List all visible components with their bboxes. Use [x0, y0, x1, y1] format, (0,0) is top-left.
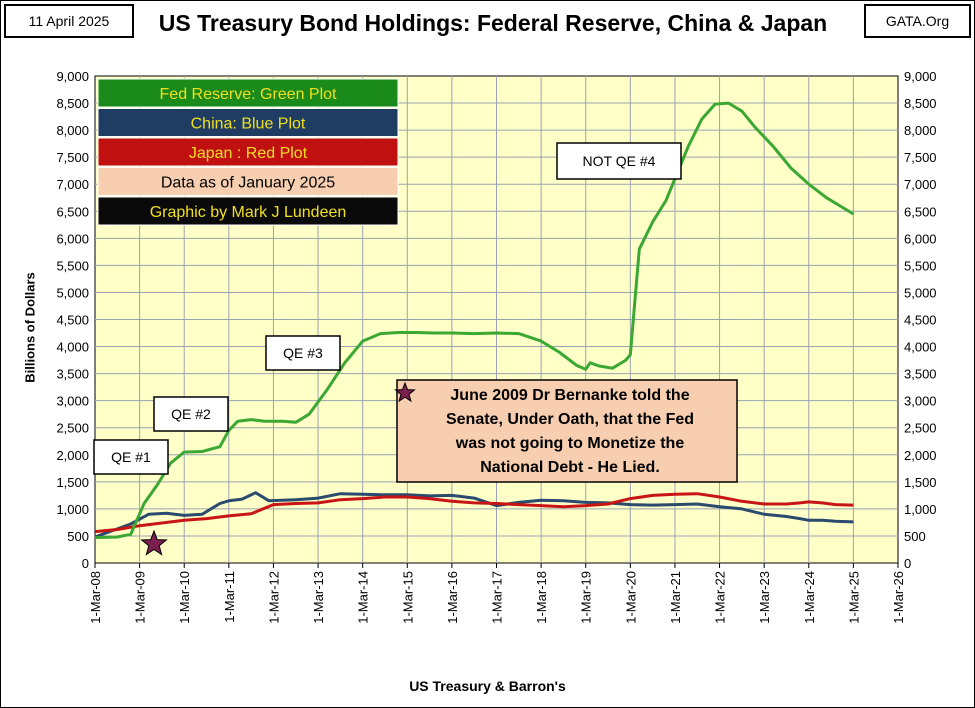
date-label: 11 April 2025: [4, 4, 134, 38]
y-axis-title: Billions of Dollars: [22, 272, 38, 383]
x-axis-title: US Treasury & Barron's: [409, 678, 566, 694]
chart-title: US Treasury Bond Holdings: Federal Reser…: [158, 9, 828, 36]
site-label: GATA.Org: [864, 4, 971, 38]
